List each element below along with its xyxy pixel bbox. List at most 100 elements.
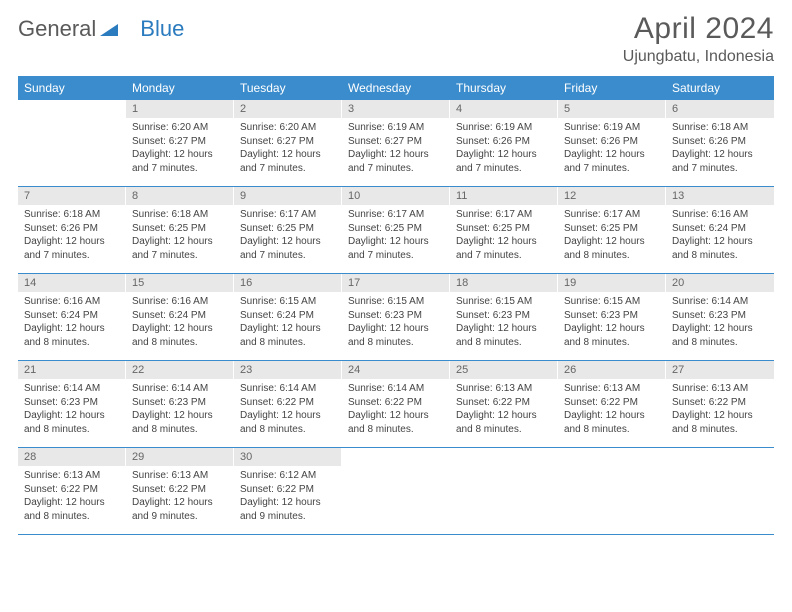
sunset-text: Sunset: 6:25 PM	[456, 222, 552, 236]
calendar-cell: 30Sunrise: 6:12 AMSunset: 6:22 PMDayligh…	[234, 448, 342, 534]
calendar-cell	[18, 100, 126, 186]
logo-text-general: General	[18, 16, 96, 42]
daylight-text: Daylight: 12 hours	[456, 322, 552, 336]
sunset-text: Sunset: 6:23 PM	[348, 309, 444, 323]
day-number: 10	[342, 187, 450, 205]
sunrise-text: Sunrise: 6:17 AM	[564, 208, 660, 222]
calendar-cell: 8Sunrise: 6:18 AMSunset: 6:25 PMDaylight…	[126, 187, 234, 273]
daylight-text: and 7 minutes.	[240, 249, 336, 263]
sunrise-text: Sunrise: 6:15 AM	[240, 295, 336, 309]
calendar-cell: 9Sunrise: 6:17 AMSunset: 6:25 PMDaylight…	[234, 187, 342, 273]
calendar-week: 1Sunrise: 6:20 AMSunset: 6:27 PMDaylight…	[18, 100, 774, 187]
daylight-text: and 7 minutes.	[456, 162, 552, 176]
weekday-thu: Thursday	[450, 76, 558, 100]
day-number: 24	[342, 361, 450, 379]
daylight-text: Daylight: 12 hours	[132, 496, 228, 510]
day-number: 3	[342, 100, 450, 118]
day-details: Sunrise: 6:16 AMSunset: 6:24 PMDaylight:…	[18, 292, 126, 353]
sunset-text: Sunset: 6:27 PM	[132, 135, 228, 149]
sunrise-text: Sunrise: 6:17 AM	[348, 208, 444, 222]
day-number: 12	[558, 187, 666, 205]
daylight-text: and 8 minutes.	[348, 336, 444, 350]
daylight-text: and 8 minutes.	[564, 336, 660, 350]
day-number: 28	[18, 448, 126, 466]
sunrise-text: Sunrise: 6:20 AM	[132, 121, 228, 135]
sunset-text: Sunset: 6:25 PM	[240, 222, 336, 236]
calendar-cell: 15Sunrise: 6:16 AMSunset: 6:24 PMDayligh…	[126, 274, 234, 360]
daylight-text: Daylight: 12 hours	[672, 322, 768, 336]
day-number: 17	[342, 274, 450, 292]
sunset-text: Sunset: 6:23 PM	[456, 309, 552, 323]
daylight-text: Daylight: 12 hours	[132, 409, 228, 423]
sunset-text: Sunset: 6:27 PM	[240, 135, 336, 149]
daylight-text: and 8 minutes.	[24, 423, 120, 437]
daylight-text: and 7 minutes.	[348, 162, 444, 176]
daylight-text: and 8 minutes.	[672, 249, 768, 263]
location-label: Ujungbatu, Indonesia	[623, 48, 774, 66]
day-details: Sunrise: 6:18 AMSunset: 6:25 PMDaylight:…	[126, 205, 234, 266]
calendar-cell: 18 Sunrise: 6:15 AMSunset: 6:23 PMDayligh…	[450, 274, 558, 360]
day-details: Sunrise: 6:19 AMSunset: 6:27 PMDaylight:…	[342, 118, 450, 179]
calendar-week: 14Sunrise: 6:16 AMSunset: 6:24 PMDayligh…	[18, 274, 774, 361]
calendar-cell: 5Sunrise: 6:19 AMSunset: 6:26 PMDaylight…	[558, 100, 666, 186]
day-number: 19	[558, 274, 666, 292]
calendar-cell: 26Sunrise: 6:13 AMSunset: 6:22 PMDayligh…	[558, 361, 666, 447]
day-number: 30	[234, 448, 342, 466]
calendar: Sunday Monday Tuesday Wednesday Thursday…	[18, 76, 774, 535]
day-number: 26	[558, 361, 666, 379]
calendar-cell: 3Sunrise: 6:19 AMSunset: 6:27 PMDaylight…	[342, 100, 450, 186]
sunset-text: Sunset: 6:22 PM	[672, 396, 768, 410]
sunset-text: Sunset: 6:22 PM	[564, 396, 660, 410]
calendar-week: 21Sunrise: 6:14 AMSunset: 6:23 PMDayligh…	[18, 361, 774, 448]
day-details: Sunrise: 6:14 AMSunset: 6:22 PMDaylight:…	[234, 379, 342, 440]
day-number: 18	[450, 274, 558, 292]
sunset-text: Sunset: 6:23 PM	[132, 396, 228, 410]
day-number: 23	[234, 361, 342, 379]
day-details: Sunrise: 6:13 AMSunset: 6:22 PMDaylight:…	[450, 379, 558, 440]
daylight-text: and 9 minutes.	[132, 510, 228, 524]
calendar-cell: 6Sunrise: 6:18 AMSunset: 6:26 PMDaylight…	[666, 100, 774, 186]
sunset-text: Sunset: 6:23 PM	[564, 309, 660, 323]
daylight-text: Daylight: 12 hours	[564, 235, 660, 249]
day-details: Sunrise: 6:14 AMSunset: 6:23 PMDaylight:…	[666, 292, 774, 353]
day-details: Sunrise: 6:13 AMSunset: 6:22 PMDaylight:…	[126, 466, 234, 527]
daylight-text: Daylight: 12 hours	[240, 496, 336, 510]
sunrise-text: Sunrise: 6:19 AM	[456, 121, 552, 135]
day-details: Sunrise: 6:13 AMSunset: 6:22 PMDaylight:…	[18, 466, 126, 527]
daylight-text: Daylight: 12 hours	[348, 322, 444, 336]
sunset-text: Sunset: 6:22 PM	[348, 396, 444, 410]
sunrise-text: Sunrise: 6:17 AM	[240, 208, 336, 222]
month-title: April 2024	[623, 12, 774, 46]
weekday-sun: Sunday	[18, 76, 126, 100]
daylight-text: Daylight: 12 hours	[348, 148, 444, 162]
sunset-text: Sunset: 6:26 PM	[456, 135, 552, 149]
calendar-cell: 10Sunrise: 6:17 AMSunset: 6:25 PMDayligh…	[342, 187, 450, 273]
sunrise-text: Sunrise: 6:15 AM	[456, 295, 552, 309]
day-details: Sunrise: 6:13 AMSunset: 6:22 PMDaylight:…	[666, 379, 774, 440]
daylight-text: Daylight: 12 hours	[348, 235, 444, 249]
day-number: 11	[450, 187, 558, 205]
sunrise-text: Sunrise: 6:14 AM	[348, 382, 444, 396]
calendar-cell: 1Sunrise: 6:20 AMSunset: 6:27 PMDaylight…	[126, 100, 234, 186]
page-header: General Blue April 2024 Ujungbatu, Indon…	[18, 12, 774, 66]
sunset-text: Sunset: 6:22 PM	[240, 483, 336, 497]
day-number: 9	[234, 187, 342, 205]
weekday-sat: Saturday	[666, 76, 774, 100]
calendar-cell	[558, 448, 666, 534]
calendar-cell: 24Sunrise: 6:14 AMSunset: 6:22 PMDayligh…	[342, 361, 450, 447]
daylight-text: and 7 minutes.	[240, 162, 336, 176]
sunset-text: Sunset: 6:26 PM	[672, 135, 768, 149]
calendar-cell	[450, 448, 558, 534]
daylight-text: and 8 minutes.	[672, 423, 768, 437]
sunrise-text: Sunrise: 6:13 AM	[564, 382, 660, 396]
daylight-text: Daylight: 12 hours	[24, 322, 120, 336]
day-details: Sunrise: 6:16 AMSunset: 6:24 PMDaylight:…	[666, 205, 774, 266]
sunset-text: Sunset: 6:22 PM	[240, 396, 336, 410]
calendar-cell: 16Sunrise: 6:15 AMSunset: 6:24 PMDayligh…	[234, 274, 342, 360]
day-details: Sunrise: 6:12 AMSunset: 6:22 PMDaylight:…	[234, 466, 342, 527]
daylight-text: and 9 minutes.	[240, 510, 336, 524]
daylight-text: Daylight: 12 hours	[24, 409, 120, 423]
triangle-icon	[100, 16, 118, 42]
day-number: 29	[126, 448, 234, 466]
calendar-cell: 12Sunrise: 6:17 AMSunset: 6:25 PMDayligh…	[558, 187, 666, 273]
